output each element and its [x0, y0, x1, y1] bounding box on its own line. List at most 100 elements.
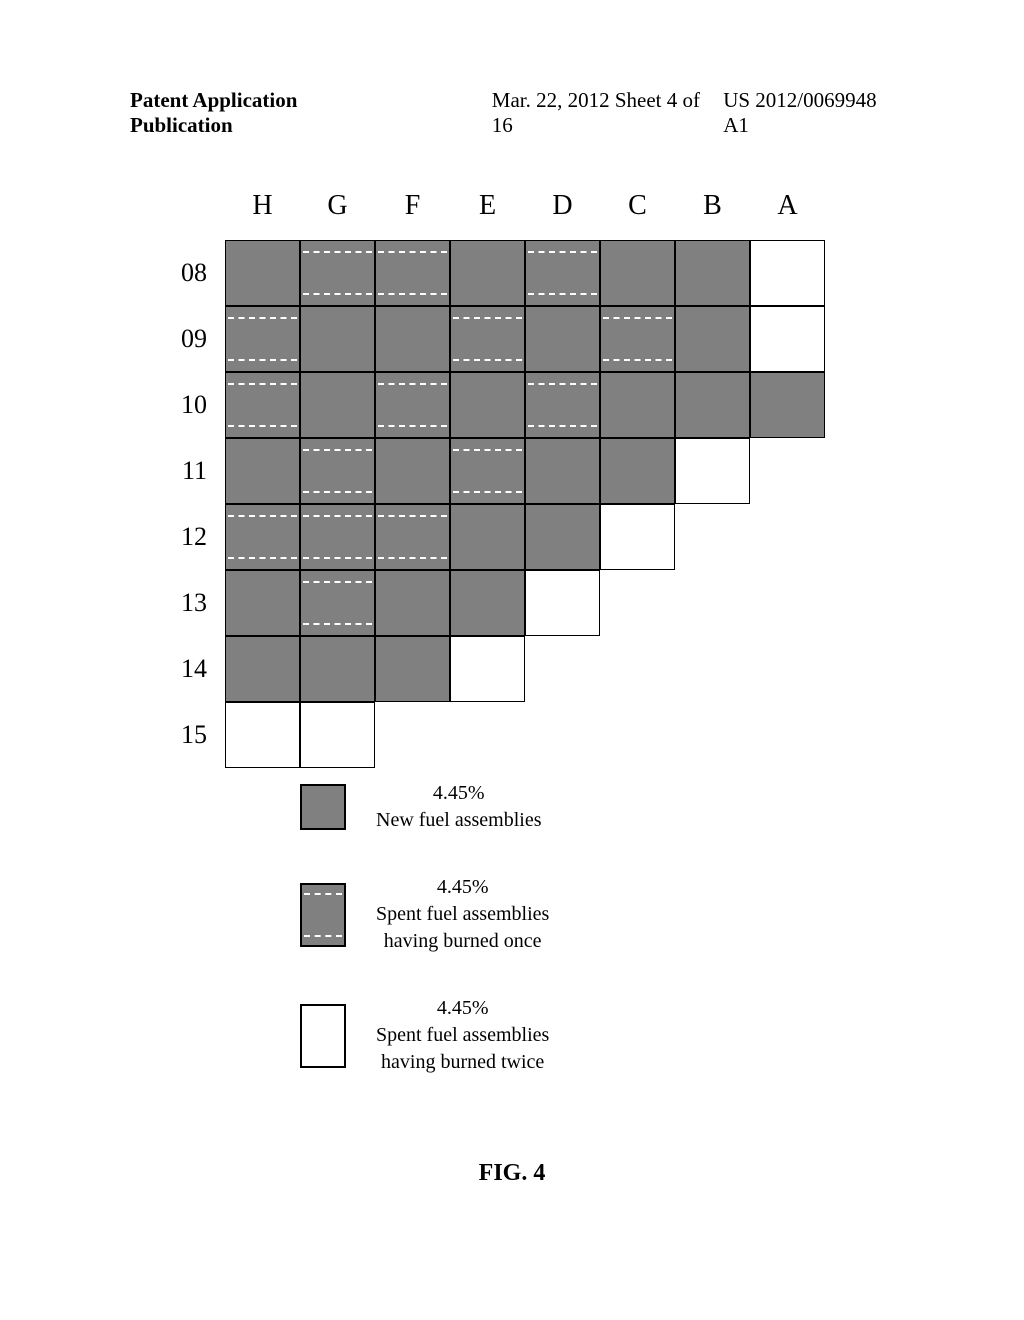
row-label: 08: [165, 258, 225, 288]
grid-cell-empty: [675, 636, 750, 702]
grid-row: 13: [165, 570, 825, 636]
grid-cell-new: [525, 438, 600, 504]
column-label: A: [750, 190, 825, 222]
row-label: 12: [165, 522, 225, 552]
column-label: F: [375, 190, 450, 222]
grid-cell-empty: [525, 702, 600, 768]
grid-cell-new: [750, 372, 825, 438]
grid-cell-once: [375, 372, 450, 438]
grid-row: 08: [165, 240, 825, 306]
grid-row: 12: [165, 504, 825, 570]
grid-cell-new: [375, 438, 450, 504]
grid-cell-twice: [750, 240, 825, 306]
grid-cell-new: [675, 240, 750, 306]
grid-cell-once: [525, 372, 600, 438]
grid-cell-new: [450, 240, 525, 306]
grid-cell-empty: [600, 570, 675, 636]
grid-row: 10: [165, 372, 825, 438]
grid-cell-new: [450, 372, 525, 438]
grid-row: 14: [165, 636, 825, 702]
grid-cell-once: [225, 306, 300, 372]
grid-cell-empty: [600, 636, 675, 702]
grid-cell-new: [675, 306, 750, 372]
grid-cell-empty: [675, 504, 750, 570]
grid-cell-once: [225, 504, 300, 570]
grid-cell-twice: [525, 570, 600, 636]
grid-cell-empty: [750, 702, 825, 768]
grid-cell-new: [600, 372, 675, 438]
grid-cell-empty: [675, 570, 750, 636]
header-publication: Patent Application Publication: [130, 88, 402, 138]
grid-cell-new: [375, 306, 450, 372]
grid-cell-new: [225, 240, 300, 306]
row-label: 11: [165, 456, 225, 486]
grid-cell-once: [300, 240, 375, 306]
legend-item: 4.45%New fuel assemblies: [300, 780, 549, 834]
grid-cell-empty: [750, 570, 825, 636]
grid-row: 11: [165, 438, 825, 504]
legend-item: 4.45%Spent fuel assemblieshaving burned …: [300, 995, 549, 1076]
grid-cell-once: [225, 372, 300, 438]
column-label: B: [675, 190, 750, 222]
grid-cell-new: [225, 570, 300, 636]
column-labels: HGFEDCBA: [225, 190, 825, 222]
grid-cell-new: [450, 504, 525, 570]
grid-cell-once: [450, 306, 525, 372]
legend-text: 4.45%Spent fuel assemblieshaving burned …: [376, 874, 549, 955]
row-label: 15: [165, 720, 225, 750]
grid-row: 09: [165, 306, 825, 372]
legend-text: 4.45%Spent fuel assemblieshaving burned …: [376, 995, 549, 1076]
grid-cell-twice: [600, 504, 675, 570]
fuel-assembly-grid: HGFEDCBA 08 09 10 11 12 13 14 15: [165, 190, 825, 768]
header-date-sheet: Mar. 22, 2012 Sheet 4 of 16: [492, 88, 723, 138]
grid-cell-once: [300, 438, 375, 504]
grid-cell-twice: [300, 702, 375, 768]
legend: 4.45%New fuel assemblies 4.45%Spent fuel …: [300, 780, 549, 1116]
grid-cell-empty: [600, 702, 675, 768]
grid-cell-new: [375, 636, 450, 702]
grid-cell-once: [300, 504, 375, 570]
grid-cell-new: [375, 570, 450, 636]
grid-cell-twice: [225, 702, 300, 768]
grid-cell-twice: [750, 306, 825, 372]
column-label: G: [300, 190, 375, 222]
grid-cell-new: [300, 636, 375, 702]
column-label: D: [525, 190, 600, 222]
grid-cell-new: [300, 306, 375, 372]
grid-cell-empty: [750, 504, 825, 570]
legend-swatch-new: [300, 784, 346, 830]
grid-cell-new: [225, 438, 300, 504]
figure-label: FIG. 4: [0, 1160, 1024, 1187]
row-label: 13: [165, 588, 225, 618]
grid-cell-empty: [750, 438, 825, 504]
grid-cell-once: [375, 240, 450, 306]
grid-cell-new: [225, 636, 300, 702]
grid-cell-new: [675, 372, 750, 438]
column-label: H: [225, 190, 300, 222]
grid-cell-twice: [675, 438, 750, 504]
header-docnumber: US 2012/0069948 A1: [723, 88, 904, 138]
grid-cell-once: [600, 306, 675, 372]
row-label: 09: [165, 324, 225, 354]
legend-swatch-once: [300, 883, 346, 947]
column-label: C: [600, 190, 675, 222]
grid-cell-new: [300, 372, 375, 438]
legend-item: 4.45%Spent fuel assemblieshaving burned …: [300, 874, 549, 955]
row-label: 10: [165, 390, 225, 420]
grid-cell-twice: [450, 636, 525, 702]
grid-body: 08 09 10 11 12 13 14 15: [165, 240, 825, 768]
grid-cell-empty: [525, 636, 600, 702]
column-label: E: [450, 190, 525, 222]
grid-cell-once: [375, 504, 450, 570]
grid-row: 15: [165, 702, 825, 768]
grid-cell-new: [450, 570, 525, 636]
row-label: 14: [165, 654, 225, 684]
grid-cell-new: [525, 504, 600, 570]
grid-cell-empty: [750, 636, 825, 702]
grid-cell-once: [300, 570, 375, 636]
grid-cell-new: [600, 438, 675, 504]
legend-text: 4.45%New fuel assemblies: [376, 780, 542, 834]
grid-cell-new: [525, 306, 600, 372]
grid-cell-empty: [375, 702, 450, 768]
grid-cell-once: [450, 438, 525, 504]
